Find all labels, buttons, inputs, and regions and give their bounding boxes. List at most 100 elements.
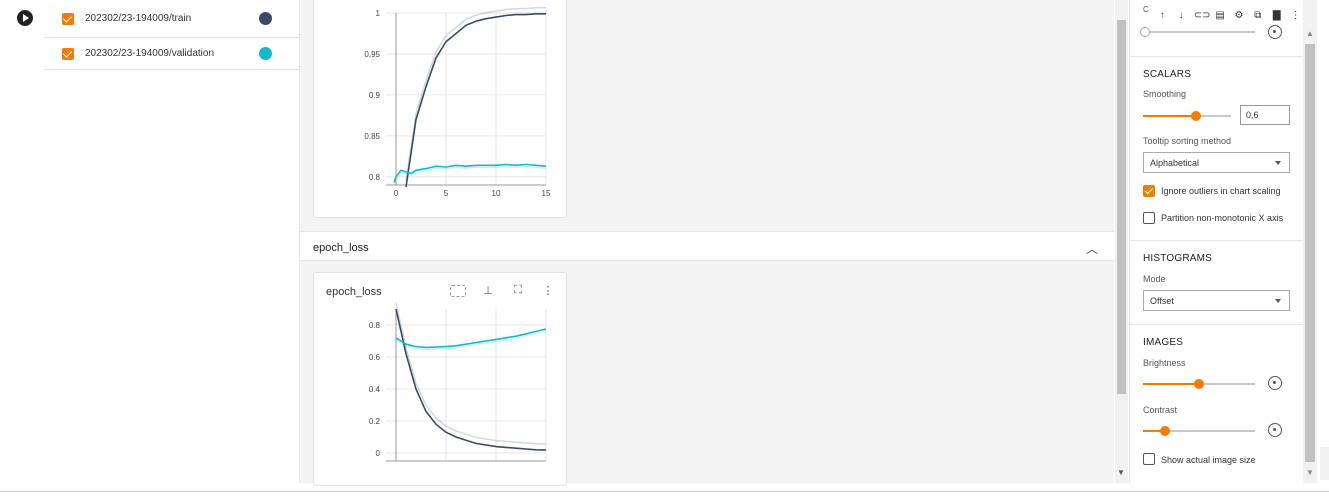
contrast-label: Contrast bbox=[1143, 405, 1178, 415]
y-tick-label: 0 bbox=[376, 449, 381, 458]
brightness-reset-icon[interactable] bbox=[1268, 376, 1282, 390]
run-label-train: 202302/23-194009/train bbox=[85, 13, 192, 24]
y-tick-label: 1 bbox=[376, 9, 381, 18]
mode-value: Offset bbox=[1150, 296, 1174, 306]
series-line bbox=[395, 308, 547, 451]
mode-select[interactable]: Offset bbox=[1143, 290, 1290, 311]
scroll-up-icon[interactable]: ▲ bbox=[1306, 29, 1314, 38]
run-checkbox-train[interactable] bbox=[62, 12, 74, 25]
more-vert-icon[interactable]: ⋮ bbox=[1290, 10, 1301, 21]
loss-chart[interactable]: 0 0.2 0.4 0.6 0.8 bbox=[314, 273, 568, 487]
settings-scrollbar[interactable]: ▲ ▼ bbox=[1303, 0, 1317, 483]
sidebar-divider bbox=[299, 0, 300, 483]
brightness-slider-knob[interactable] bbox=[1194, 379, 1204, 389]
dropdown-caret-icon bbox=[1275, 161, 1281, 165]
scroll-down-icon[interactable]: ▼ bbox=[1117, 468, 1125, 477]
series-raw-line bbox=[393, 165, 547, 185]
run-checkbox-validation[interactable] bbox=[62, 47, 74, 60]
show-actual-size-checkbox[interactable] bbox=[1143, 453, 1155, 465]
top-slider[interactable] bbox=[1140, 27, 1255, 37]
run-row-train[interactable]: 202302/23-194009/train bbox=[44, 0, 300, 38]
runs-list: 202302/23-194009/train 202302/23-194009/… bbox=[44, 0, 300, 70]
x-tick-label: 0 bbox=[394, 189, 399, 198]
brightness-slider-fill bbox=[1143, 383, 1199, 385]
fullscreen-icon[interactable]: ⛶ bbox=[514, 284, 522, 296]
comment-icon[interactable]: ▤ bbox=[1215, 10, 1225, 21]
series-line bbox=[393, 163, 547, 183]
settings-cut-label: C bbox=[1143, 5, 1149, 14]
y-tick-label: 0.4 bbox=[369, 385, 381, 394]
run-color-dot-validation[interactable] bbox=[259, 47, 272, 60]
group-header-epoch-loss[interactable]: epoch_loss ︿ bbox=[300, 231, 1114, 261]
select-region-icon[interactable] bbox=[450, 284, 466, 297]
run-label-validation: 202302/23-194009/validation bbox=[85, 48, 214, 59]
y-tick-label: 0.85 bbox=[364, 132, 380, 141]
series-raw-line bbox=[405, 7, 546, 182]
run-row-validation[interactable]: 202302/23-194009/validation bbox=[44, 38, 300, 70]
series-line bbox=[395, 328, 547, 349]
main-panel: 0.8 0.85 0.9 0.95 1 0 5 10 15 epoch_loss ︿ epoch… bbox=[300, 0, 1114, 486]
play-icon[interactable] bbox=[17, 10, 33, 26]
chevron-up-icon[interactable]: ︿ bbox=[1085, 242, 1098, 256]
chart-card-loss: epoch_loss ⊥ ⛶ ⋮ 0 0.2 0.4 0.6 0.8 bbox=[313, 272, 567, 486]
show-actual-size-label: Show actual image size bbox=[1161, 455, 1256, 465]
settings-panel: C ↑ ↓ ⊂⊃ ▤ ⚙ ⧉ ▇ ⋮ SCALARS Smoothing 0,6… bbox=[1129, 0, 1304, 483]
run-color-dot-train[interactable] bbox=[259, 12, 272, 25]
settings-scrollbar-thumb[interactable] bbox=[1305, 44, 1315, 462]
top-slider-knob[interactable] bbox=[1140, 27, 1150, 37]
tooltip-sorting-select[interactable]: Alphabetical bbox=[1143, 152, 1290, 173]
histograms-title: HISTOGRAMS bbox=[1143, 253, 1213, 264]
contrast-slider-knob[interactable] bbox=[1160, 426, 1170, 436]
open-external-icon[interactable]: ⧉ bbox=[1254, 10, 1262, 21]
y-tick-label: 0.9 bbox=[369, 91, 381, 100]
contrast-slider-fill bbox=[1143, 430, 1165, 432]
smoothing-slider[interactable] bbox=[1143, 111, 1231, 121]
card-toolbar: ⊥ ⛶ ⋮ bbox=[450, 284, 556, 297]
smoothing-input[interactable]: 0,6 bbox=[1240, 105, 1290, 125]
partition-label: Partition non-monotonic X axis bbox=[1161, 213, 1284, 223]
pin-icon[interactable]: ⊥ bbox=[483, 285, 493, 297]
arrow-down-icon[interactable]: ↓ bbox=[1178, 10, 1184, 21]
divider bbox=[1130, 56, 1304, 57]
x-tick-label: 10 bbox=[492, 189, 501, 198]
ignore-outliers-checkbox[interactable] bbox=[1143, 185, 1155, 197]
contrast-reset-icon[interactable] bbox=[1268, 423, 1282, 437]
contrast-slider[interactable] bbox=[1143, 426, 1255, 436]
arrow-up-icon[interactable]: ↑ bbox=[1159, 10, 1165, 21]
main-scrollbar-thumb[interactable] bbox=[1117, 20, 1126, 394]
trash-icon[interactable]: ▇ bbox=[1272, 10, 1281, 21]
brightness-label: Brightness bbox=[1143, 358, 1186, 368]
gear-icon[interactable]: ⚙ bbox=[1234, 10, 1244, 21]
group-title: epoch_loss bbox=[313, 242, 369, 254]
series-raw-line bbox=[395, 302, 547, 445]
partition-checkbox[interactable] bbox=[1143, 212, 1155, 224]
images-title: IMAGES bbox=[1143, 337, 1184, 348]
divider bbox=[1130, 240, 1304, 241]
link-icon[interactable]: ⊂⊃ bbox=[1193, 10, 1211, 21]
y-tick-label: 0.8 bbox=[369, 173, 381, 182]
chart-card-accuracy: 0.8 0.85 0.9 0.95 1 0 5 10 15 bbox=[313, 0, 567, 218]
scalars-title: SCALARS bbox=[1143, 69, 1192, 80]
series-line bbox=[405, 13, 546, 188]
smoothing-slider-fill bbox=[1143, 115, 1196, 117]
x-tick-label: 15 bbox=[542, 189, 551, 198]
more-vert-icon[interactable]: ⋮ bbox=[542, 285, 554, 297]
series-raw-line bbox=[395, 330, 547, 351]
y-tick-label: 0.6 bbox=[369, 353, 381, 362]
brightness-slider[interactable] bbox=[1143, 379, 1255, 389]
main-scrollbar[interactable]: ▼ bbox=[1115, 0, 1128, 483]
smoothing-label: Smoothing bbox=[1143, 89, 1187, 99]
y-tick-label: 0.8 bbox=[369, 321, 381, 330]
outer-scrollbar[interactable] bbox=[1320, 447, 1329, 480]
ignore-outliers-label: Ignore outliers in chart scaling bbox=[1161, 186, 1281, 196]
tooltip-sorting-label: Tooltip sorting method bbox=[1143, 136, 1232, 146]
tooltip-sorting-value: Alphabetical bbox=[1150, 158, 1200, 168]
scroll-down-icon[interactable]: ▼ bbox=[1306, 468, 1314, 477]
reset-icon[interactable] bbox=[1268, 25, 1282, 39]
smoothing-slider-knob[interactable] bbox=[1190, 111, 1201, 121]
dropdown-caret-icon bbox=[1275, 299, 1281, 303]
y-tick-label: 0.95 bbox=[364, 50, 380, 59]
y-tick-label: 0.2 bbox=[369, 417, 381, 426]
